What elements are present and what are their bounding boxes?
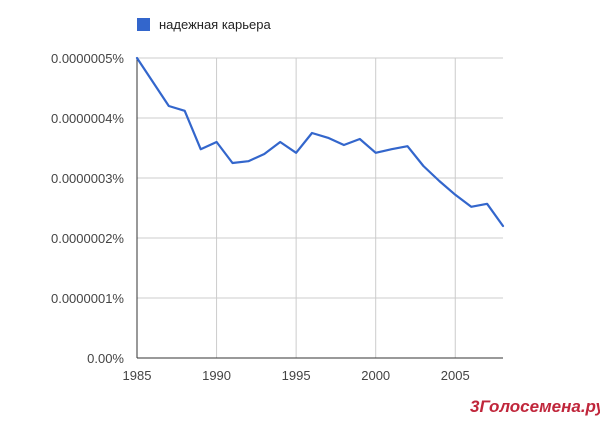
y-tick-label: 0.0000004% — [51, 111, 124, 126]
y-tick-label: 0.0000003% — [51, 171, 124, 186]
x-axis-ticks: 1985 1990 1995 2000 2005 — [123, 368, 470, 383]
data-point — [438, 180, 440, 182]
x-tick-label: 1995 — [282, 368, 311, 383]
y-tick-label: 0.0000001% — [51, 291, 124, 306]
x-tick-label: 1990 — [202, 368, 231, 383]
legend-label: надежная карьера — [159, 17, 272, 32]
series-layer — [135, 56, 505, 228]
data-point — [152, 81, 154, 83]
data-point — [359, 138, 361, 140]
data-point — [231, 162, 233, 164]
grid — [137, 57, 503, 358]
x-tick-label: 1985 — [123, 368, 152, 383]
data-point — [279, 141, 281, 143]
data-point — [263, 153, 265, 155]
data-point — [247, 160, 249, 162]
data-point — [184, 110, 186, 112]
x-tick-label: 2005 — [441, 368, 470, 383]
watermark: 3Голосемена.ру — [470, 397, 600, 416]
data-point — [454, 194, 456, 196]
x-tick-label: 2000 — [361, 368, 390, 383]
y-tick-label: 0.0000005% — [51, 51, 124, 66]
y-tick-label: 0.0000002% — [51, 231, 124, 246]
data-point — [422, 165, 424, 167]
watermark-text: Голосемена.ру — [479, 397, 600, 416]
data-point — [327, 137, 329, 139]
data-point — [200, 148, 202, 150]
data-point — [375, 152, 377, 154]
data-point — [502, 225, 504, 227]
data-point — [486, 203, 488, 205]
watermark-prefix: 3 — [470, 397, 480, 416]
data-point — [343, 144, 345, 146]
data-point — [391, 148, 393, 150]
y-axis-ticks: 0.00% 0.0000001% 0.0000002% 0.0000003% 0.000… — [51, 51, 124, 366]
legend-swatch — [137, 18, 150, 31]
series-line — [135, 56, 505, 228]
data-point — [406, 145, 408, 147]
data-point — [168, 105, 170, 107]
data-point — [136, 57, 138, 59]
svg-text:3Голосемена.ру: 3Голосемена.ру — [470, 397, 600, 416]
legend: надежная карьера — [137, 17, 272, 32]
data-point — [215, 141, 217, 143]
data-point — [470, 206, 472, 208]
y-tick-label: 0.00% — [87, 351, 124, 366]
data-point — [295, 152, 297, 154]
data-point — [311, 132, 313, 134]
